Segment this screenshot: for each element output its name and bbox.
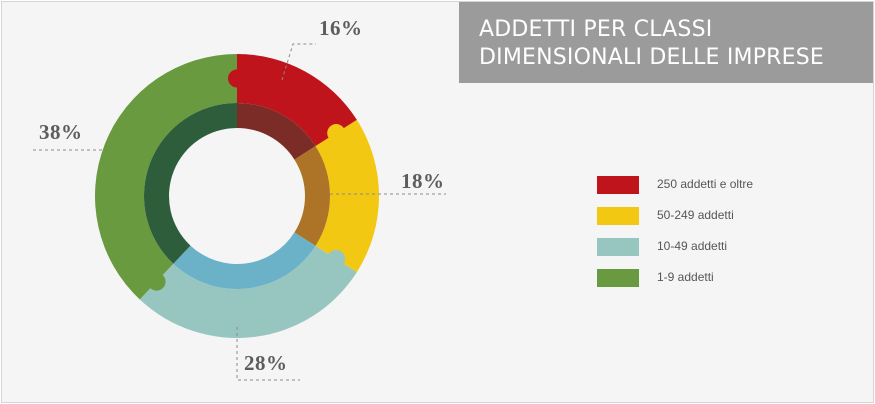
legend-swatch-1-9 bbox=[597, 269, 639, 287]
donut-slice-outer-50-249 bbox=[315, 119, 379, 273]
puzzle-knob bbox=[327, 124, 346, 143]
donut-slice-outer-250-oltre bbox=[237, 54, 357, 147]
chart-title: ADDETTI PER CLASSI DIMENSIONALI DELLE IM… bbox=[459, 2, 873, 83]
chart-title-line-1: ADDETTI PER CLASSI bbox=[479, 17, 713, 42]
legend-swatch-250-oltre bbox=[597, 176, 639, 194]
legend-label: 10-49 addetti bbox=[657, 239, 728, 253]
donut-slice-inner-1-9 bbox=[144, 103, 237, 264]
donut-slice-outer-1-9 bbox=[94, 54, 237, 300]
data-label-50-249: 18% bbox=[401, 169, 445, 193]
donut-slice-inner-250-oltre bbox=[237, 103, 316, 160]
legend-label: 50-249 addetti bbox=[657, 208, 734, 222]
legend-swatch-10-49 bbox=[597, 238, 639, 256]
donut-chart bbox=[33, 43, 446, 381]
puzzle-knob bbox=[228, 69, 246, 88]
legend-label: 250 addetti e oltre bbox=[657, 177, 754, 191]
leader-line-250-oltre bbox=[281, 43, 316, 81]
legend-label: 1-9 addetti bbox=[657, 270, 714, 284]
data-label-1-9: 38% bbox=[39, 120, 83, 144]
data-label-10-49: 28% bbox=[244, 351, 288, 375]
chart-title-line-2: DIMENSIONALI DELLE IMPRESE bbox=[479, 45, 825, 70]
puzzle-knob bbox=[147, 272, 166, 291]
legend-swatch-50-249 bbox=[597, 207, 639, 225]
donut-slice-outer-10-49 bbox=[139, 245, 357, 338]
donut-slice-inner-50-249 bbox=[294, 146, 330, 246]
data-label-250-oltre: 16% bbox=[319, 16, 363, 40]
donut-slice-inner-10-49 bbox=[173, 232, 316, 289]
puzzle-knob bbox=[327, 249, 346, 268]
